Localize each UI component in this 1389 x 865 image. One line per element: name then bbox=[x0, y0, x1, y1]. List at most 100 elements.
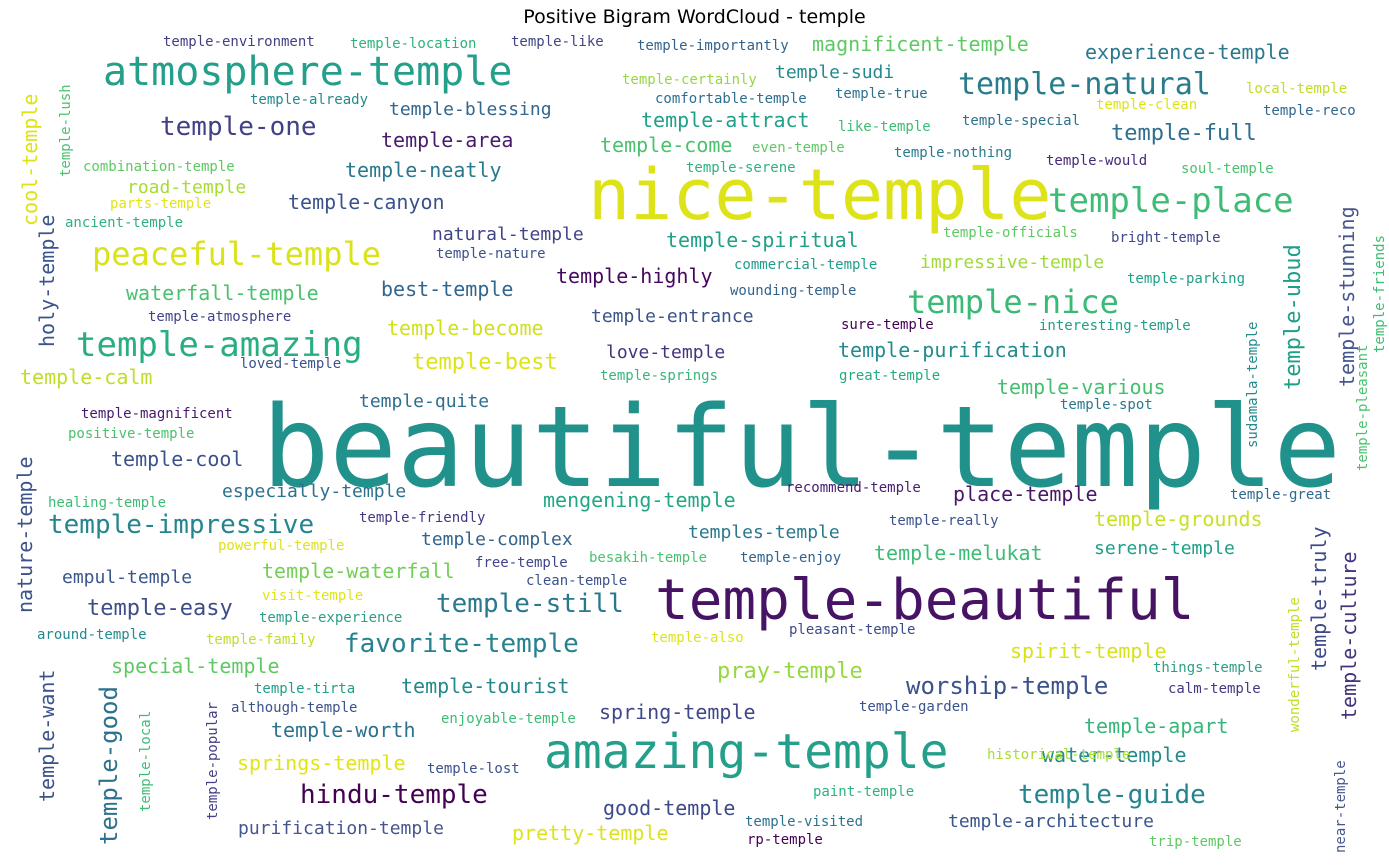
word-cloud-term: temple-lush bbox=[58, 84, 74, 177]
word-cloud-term: temple-like bbox=[511, 34, 604, 50]
word-cloud-term: like-temple bbox=[838, 119, 931, 135]
word-cloud-term: best-temple bbox=[381, 277, 514, 301]
word-cloud-term: soul-temple bbox=[1181, 161, 1274, 177]
word-cloud-term: temple-atmosphere bbox=[148, 309, 292, 325]
word-cloud-term: sudamala-temple bbox=[1245, 321, 1261, 448]
word-cloud-term: temple-purification bbox=[838, 338, 1067, 362]
word-cloud-term: temple-certainly bbox=[622, 72, 757, 88]
word-cloud-term: temple-good bbox=[95, 686, 123, 845]
word-cloud-term: temple-highly bbox=[556, 264, 713, 288]
word-cloud-term: road-temple bbox=[127, 177, 247, 198]
word-cloud-term: temple-grounds bbox=[1094, 507, 1263, 531]
word-cloud-term: parts-temple bbox=[110, 196, 212, 212]
word-cloud-term: atmosphere-temple bbox=[103, 49, 513, 95]
word-cloud-term: temple-lost bbox=[427, 761, 520, 777]
word-cloud-term: temple-location bbox=[350, 36, 477, 52]
word-cloud-term: especially-temple bbox=[222, 481, 407, 502]
word-cloud-term: temple-officials bbox=[943, 225, 1078, 241]
word-cloud-term: temple-apart bbox=[1084, 714, 1229, 738]
word-cloud-term: natural-temple bbox=[432, 224, 584, 245]
word-cloud-term: powerful-temple bbox=[218, 538, 345, 554]
word-cloud-term: combination-temple bbox=[83, 159, 235, 175]
word-cloud-term: recommend-temple bbox=[786, 480, 921, 496]
word-cloud-term: temple-impressive bbox=[48, 510, 315, 540]
word-cloud-term: positive-temple bbox=[68, 426, 195, 442]
word-cloud-term: favorite-temple bbox=[344, 629, 579, 659]
word-cloud-term: around-temple bbox=[37, 627, 147, 643]
word-cloud-term: temple-springs bbox=[600, 368, 719, 384]
word-cloud-term: near-temple bbox=[1333, 760, 1349, 853]
word-cloud-term: wounding-temple bbox=[730, 283, 857, 299]
word-cloud-term: sure-temple bbox=[841, 317, 934, 333]
word-cloud-term: pretty-temple bbox=[512, 821, 669, 845]
word-cloud-term: temple-parking bbox=[1127, 271, 1246, 287]
word-cloud-term: temple-spiritual bbox=[666, 228, 859, 252]
word-cloud-term: trip-temple bbox=[1149, 834, 1242, 850]
word-cloud-term: beautiful-temple bbox=[262, 383, 1341, 513]
word-cloud-term: temple-easy bbox=[87, 596, 233, 621]
word-cloud-term: temple-one bbox=[160, 112, 317, 142]
word-cloud-term: temple-guide bbox=[1018, 780, 1206, 810]
word-cloud-term: temple-architecture bbox=[948, 811, 1154, 832]
word-cloud-term: temple-local bbox=[138, 710, 154, 812]
word-cloud-term: bright-temple bbox=[1111, 230, 1221, 246]
word-cloud-term: local-temple bbox=[1246, 81, 1348, 97]
word-cloud-term: purification-temple bbox=[238, 818, 444, 839]
word-cloud-term: historical-temple bbox=[987, 747, 1131, 763]
word-cloud-term: temple-magnificent bbox=[81, 406, 233, 422]
word-cloud-term: temple-friends bbox=[1372, 234, 1388, 353]
word-cloud-term: temple-still bbox=[436, 589, 624, 619]
word-cloud-term: amazing-temple bbox=[544, 724, 949, 780]
word-cloud-term: empul-temple bbox=[62, 567, 193, 588]
word-cloud-term: place-temple bbox=[953, 482, 1098, 506]
word-cloud-term: commercial-temple bbox=[734, 257, 878, 273]
word-cloud-term: temple-want bbox=[35, 669, 59, 802]
word-cloud-term: temple-clean bbox=[1096, 97, 1198, 113]
word-cloud-term: temple-culture bbox=[1337, 551, 1361, 720]
word-cloud-term: temple-spot bbox=[1060, 397, 1153, 413]
word-cloud-term: holy-temple bbox=[35, 214, 59, 347]
word-cloud-term: wonderful-temple bbox=[1287, 597, 1303, 732]
word-cloud-term: temple-quite bbox=[359, 391, 490, 412]
word-cloud-term: temple-beautiful bbox=[655, 568, 1195, 633]
word-cloud-term: things-temple bbox=[1153, 660, 1263, 676]
word-cloud-term: clean-temple bbox=[526, 573, 628, 589]
word-cloud-term: pray-temple bbox=[717, 659, 863, 684]
word-cloud-term: temple-importantly bbox=[637, 38, 789, 54]
word-cloud-term: nice-temple bbox=[588, 154, 1052, 236]
word-cloud-term: rp-temple bbox=[747, 832, 823, 848]
word-cloud-term: temple-reco bbox=[1263, 103, 1356, 119]
word-cloud-term: temple-complex bbox=[421, 529, 573, 550]
word-cloud-term: temple-neatly bbox=[345, 158, 502, 182]
word-cloud-term: free-temple bbox=[475, 555, 568, 571]
word-cloud-term: temple-environment bbox=[163, 34, 315, 50]
word-cloud-term: temple-already bbox=[250, 92, 369, 108]
word-cloud-term: visit-temple bbox=[262, 588, 364, 604]
word-cloud-term: worship-temple bbox=[906, 672, 1109, 700]
word-cloud-term: temple-place bbox=[1048, 181, 1294, 221]
word-cloud-term: spring-temple bbox=[599, 700, 756, 724]
word-cloud-term: temple-really bbox=[889, 513, 999, 529]
word-cloud-term: love-temple bbox=[606, 342, 726, 363]
word-cloud-term: temple-best bbox=[412, 350, 558, 375]
word-cloud-term: loved-temple bbox=[240, 356, 342, 372]
word-cloud-term: temple-ubud bbox=[1281, 244, 1306, 390]
word-cloud-term: temple-full bbox=[1111, 121, 1257, 146]
word-cloud-term: great-temple bbox=[839, 368, 941, 384]
word-cloud-term: temple-nothing bbox=[894, 145, 1013, 161]
word-cloud-term: springs-temple bbox=[237, 751, 406, 775]
word-cloud-term: temple-calm bbox=[20, 365, 153, 389]
word-cloud-term: temple-serene bbox=[686, 160, 796, 176]
word-cloud-term: temple-waterfall bbox=[262, 559, 455, 583]
word-cloud-term: calm-temple bbox=[1168, 681, 1261, 697]
word-cloud-term: temple-tirta bbox=[254, 681, 356, 697]
word-cloud-term: peaceful-temple bbox=[92, 235, 381, 273]
word-cloud-term: experience-temple bbox=[1085, 40, 1290, 64]
word-cloud-term: temple-also bbox=[651, 630, 744, 646]
word-cloud-term: temple-nature bbox=[436, 246, 546, 262]
word-cloud-term: spirit-temple bbox=[1010, 639, 1167, 663]
word-cloud-term: temple-enjoy bbox=[740, 550, 842, 566]
word-cloud-term: temple-friendly bbox=[359, 510, 486, 526]
word-cloud-term: temple-family bbox=[206, 632, 316, 648]
